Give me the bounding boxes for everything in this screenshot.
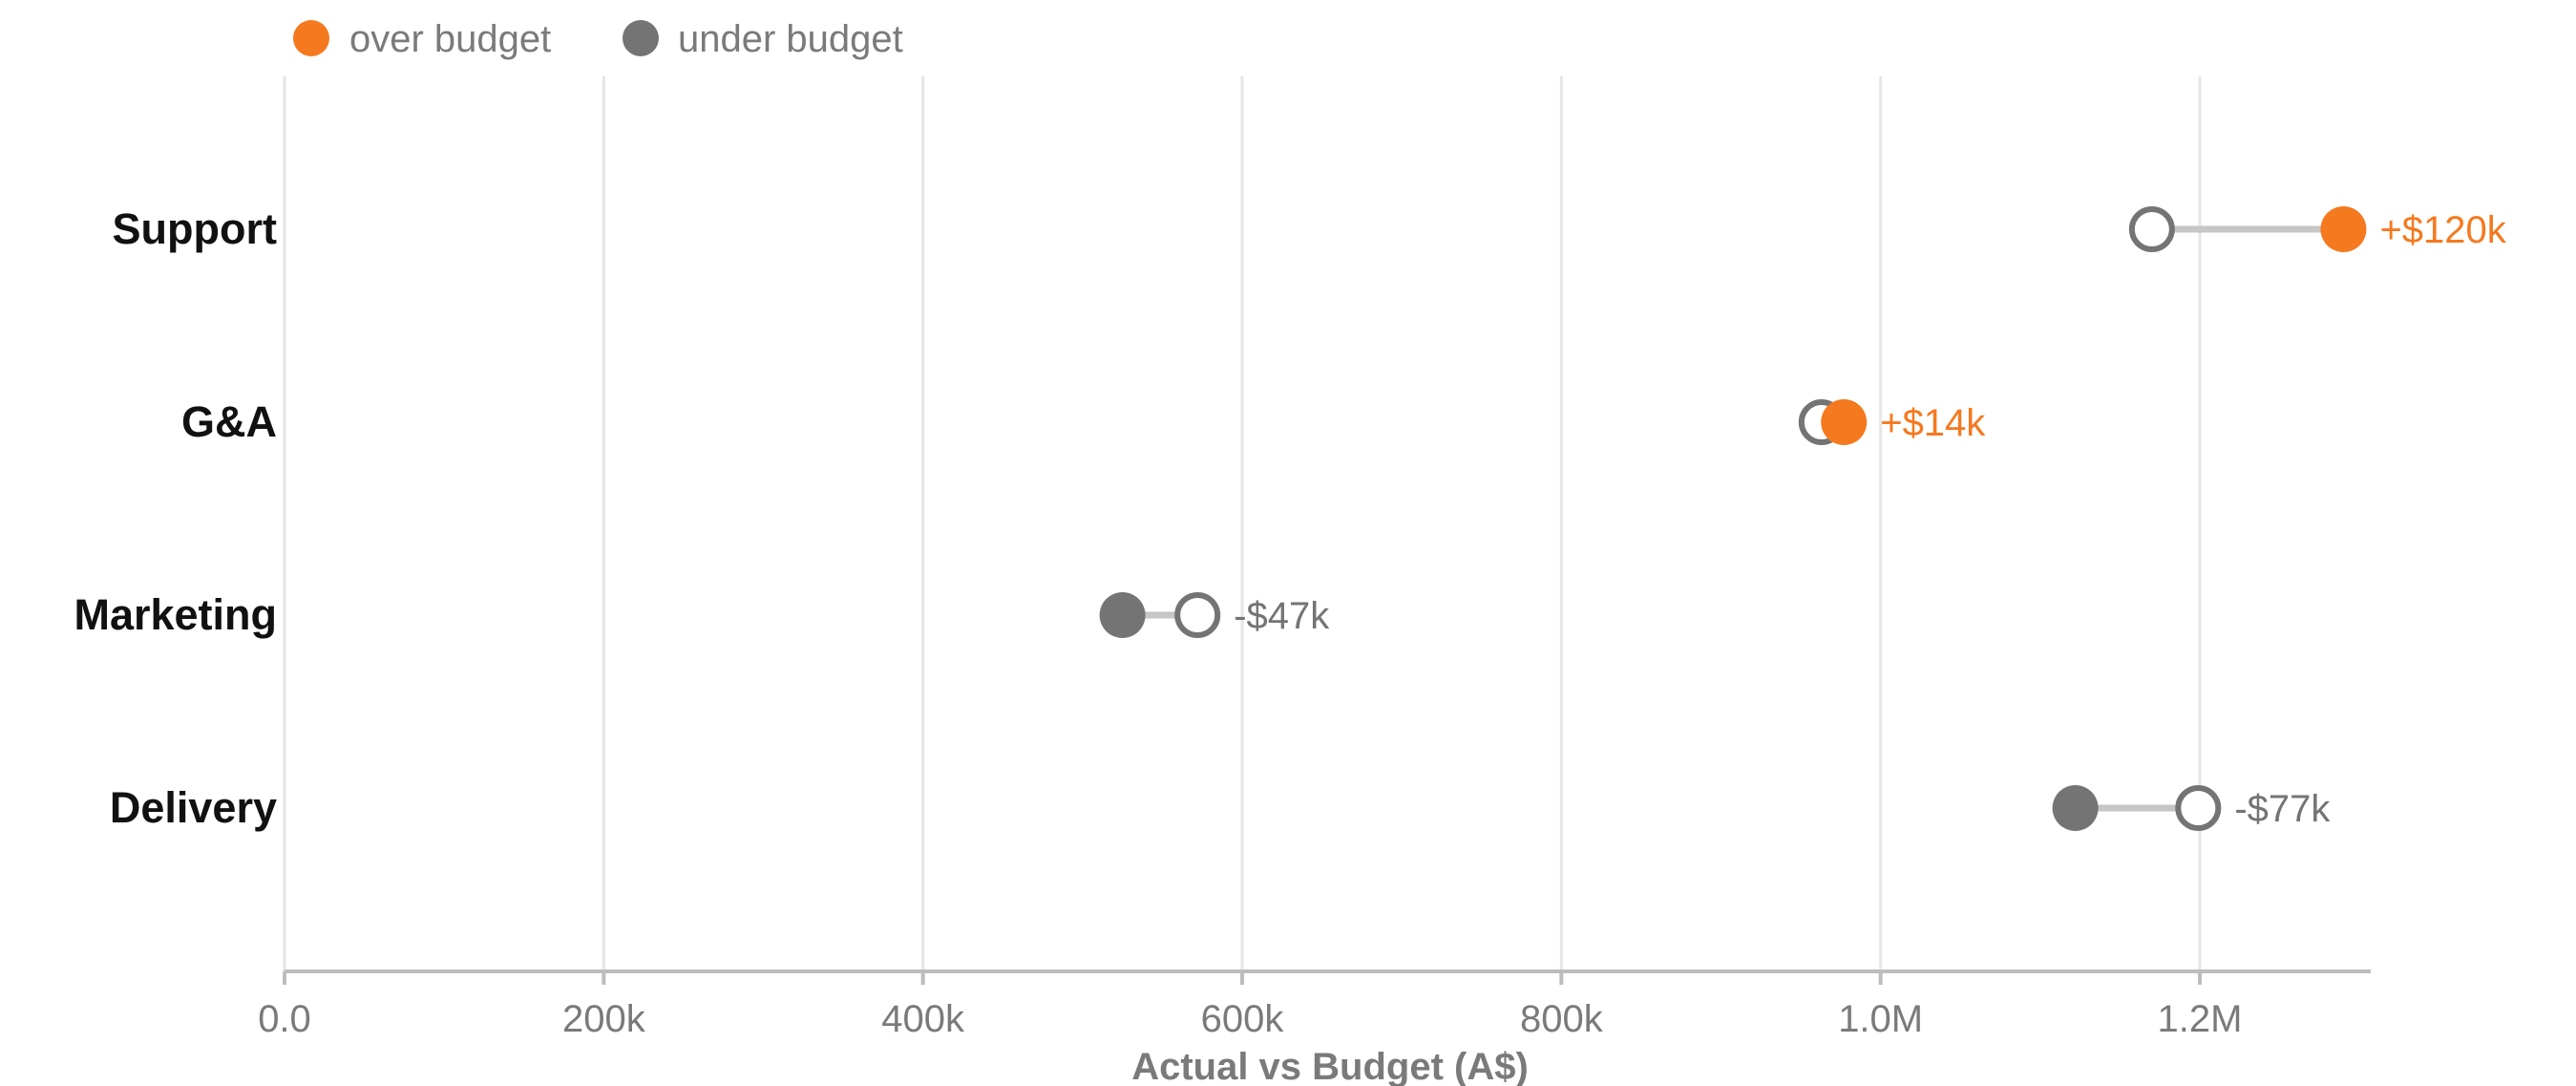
category-label-marketing: Marketing bbox=[74, 590, 277, 639]
x-axis: 0.0 200k 400k 600k 800k 1.0M 1.2M bbox=[258, 969, 2371, 1040]
actual-marker-delivery bbox=[2052, 785, 2099, 831]
category-label-support: Support bbox=[113, 204, 277, 253]
diff-label-marketing: -$47k bbox=[1234, 595, 1330, 637]
x-tick-label-4: 800k bbox=[1520, 998, 1604, 1040]
actual-marker-g-a bbox=[1821, 399, 1868, 445]
diff-label-support: +$120k bbox=[2379, 209, 2506, 251]
budget-marker-support bbox=[2128, 206, 2175, 252]
x-tick-label-0: 0.0 bbox=[258, 998, 311, 1040]
actual-marker-support bbox=[2320, 206, 2367, 252]
budget-marker-marketing bbox=[1174, 592, 1221, 638]
legend-marker-under bbox=[623, 20, 659, 56]
x-tick-label-1: 200k bbox=[562, 998, 646, 1040]
diff-label-g-a: +$14k bbox=[1880, 402, 1986, 444]
budget-marker-delivery bbox=[2175, 785, 2222, 831]
row-marketing: Marketing -$47k bbox=[74, 590, 1330, 639]
legend-label-over: over budget bbox=[349, 18, 551, 60]
x-tick-label-6: 1.2M bbox=[2158, 998, 2243, 1040]
x-tick-label-2: 400k bbox=[881, 998, 965, 1040]
x-axis-title: Actual vs Budget (A$) bbox=[1131, 1046, 1529, 1086]
category-label-g-a: G&A bbox=[181, 397, 277, 446]
category-label-delivery: Delivery bbox=[110, 783, 277, 832]
gridlines bbox=[283, 76, 2202, 971]
row-delivery: Delivery -$77k bbox=[110, 783, 2332, 832]
diff-label-delivery: -$77k bbox=[2234, 788, 2331, 830]
legend: over budget under budget bbox=[293, 18, 903, 60]
x-tick-label-5: 1.0M bbox=[1838, 998, 1923, 1040]
legend-marker-over bbox=[293, 20, 329, 56]
row-g-a: G&A +$14k bbox=[181, 397, 1986, 446]
x-tick-label-3: 600k bbox=[1201, 998, 1285, 1040]
actual-marker-marketing bbox=[1099, 592, 1146, 638]
plot-area: Support +$120k G&A +$14k Marketing -$47k Deliv… bbox=[74, 204, 2506, 832]
legend-label-under: under budget bbox=[678, 18, 903, 60]
row-support: Support +$120k bbox=[113, 204, 2507, 253]
